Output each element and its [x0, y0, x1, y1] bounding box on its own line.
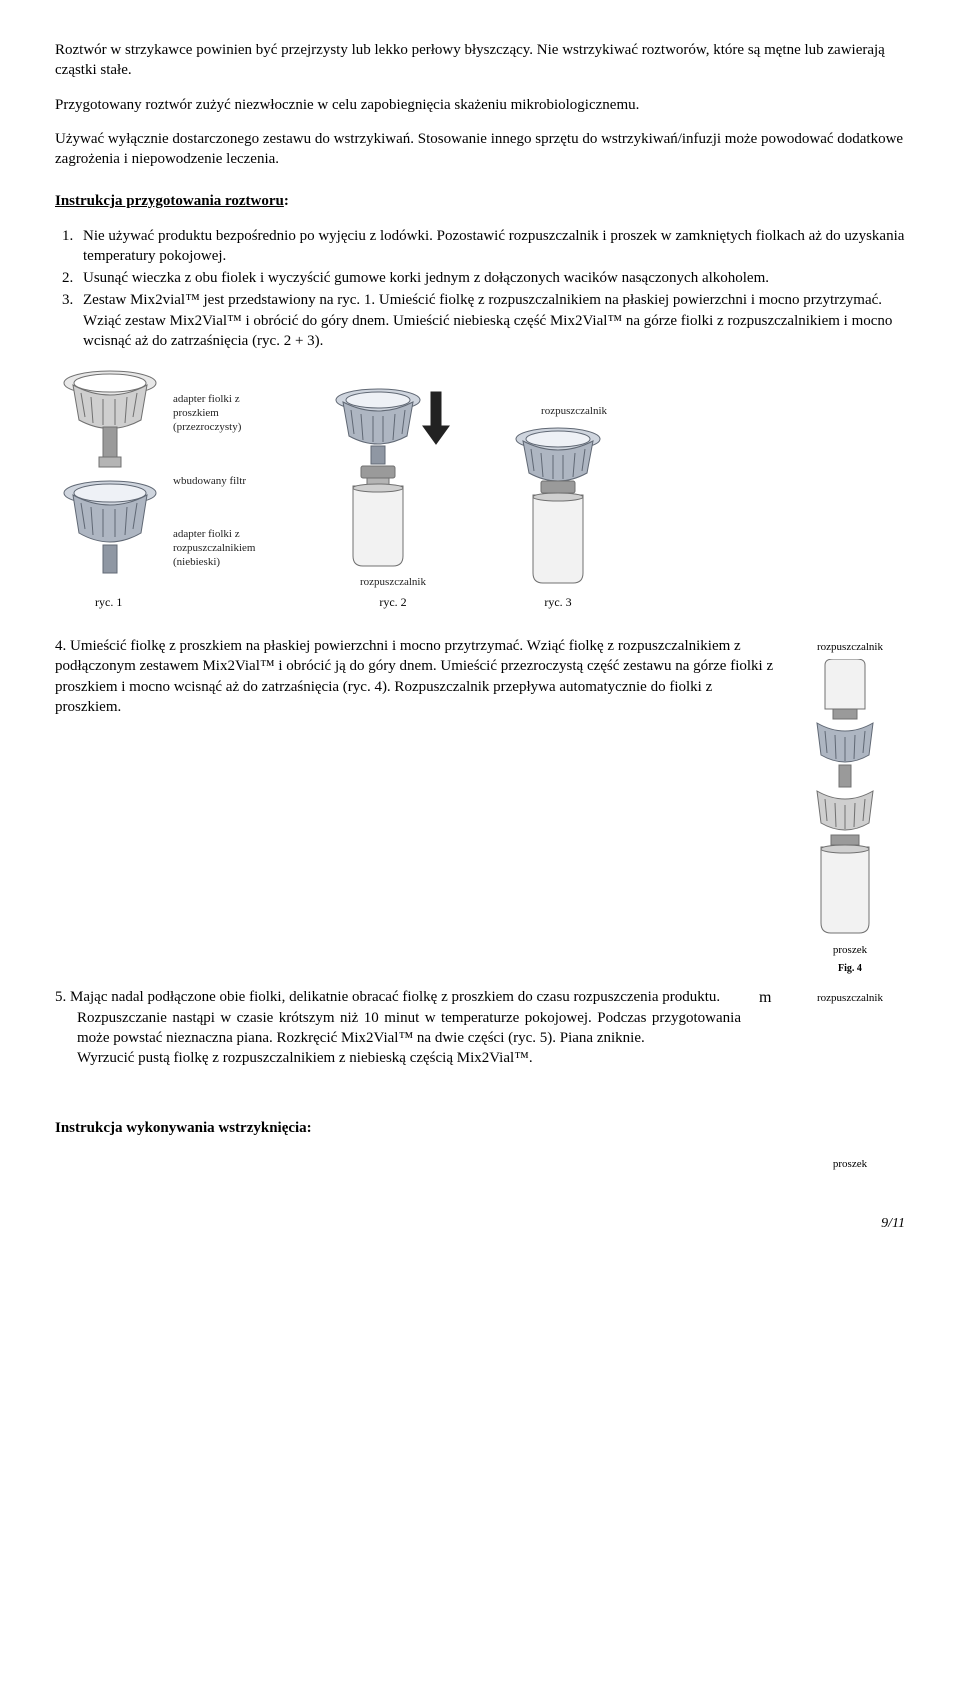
fig2-label: rozpuszczalnik	[360, 576, 426, 590]
step-4-text: 4. Umieścić fiolkę z proszkiem na płaski…	[55, 636, 777, 731]
step-5-side: rozpuszczalnik	[795, 987, 905, 1010]
page-number: 9/11	[55, 1215, 905, 1234]
bottom-right-block: proszek	[795, 1153, 905, 1176]
prep-list: Nie używać produktu bezpośrednio po wyję…	[55, 226, 905, 352]
figures-row-1to3: adapter fiolki z proszkiem (przezroczyst…	[55, 365, 905, 610]
figure-2-svg	[323, 384, 463, 574]
fig3-label: rozpuszczalnik	[541, 405, 607, 419]
figure-3-svg	[503, 425, 613, 590]
prep-heading-text: Instrukcja przygotowania roztworu	[55, 193, 284, 209]
prep-li-2: Usunąć wieczka z obu fiolek i wyczyścić …	[77, 268, 905, 288]
step5-lead: 5. Mając nadal podłączone obie fiolki, d…	[55, 987, 741, 1007]
prep-li-1: Nie używać produktu bezpośrednio po wyję…	[77, 226, 905, 267]
prep-heading-colon: :	[284, 193, 289, 209]
prep-li-3: Zestaw Mix2vial™ jest przedstawiony na r…	[77, 290, 905, 351]
step-5-text: 5. Mając nadal podłączone obie fiolki, d…	[55, 987, 741, 1068]
fig1-label-top: adapter fiolki z proszkiem (przezroczyst…	[173, 393, 283, 434]
step5-m: m	[759, 987, 777, 1009]
injection-heading: Instrukcja wykonywania wstrzyknięcia:	[55, 1118, 905, 1138]
figure-3: rozpuszczalnik ryc.	[503, 405, 613, 610]
intro-p3: Używać wyłącznie dostarczonego zestawu d…	[55, 129, 905, 170]
figure-1-labels: adapter fiolki z proszkiem (przezroczyst…	[173, 393, 283, 569]
fig1-label-mid: wbudowany filtr	[173, 475, 283, 489]
step-4-row: 4. Umieścić fiolkę z proszkiem na płaski…	[55, 636, 905, 979]
step-5-row: 5. Mając nadal podłączone obie fiolki, d…	[55, 987, 905, 1068]
fig4-label-bot: proszek	[795, 943, 905, 958]
fig3-caption: ryc. 3	[544, 594, 571, 610]
figure-2: rozpuszczalnik ryc. 2	[323, 384, 463, 610]
bottom-label: proszek	[795, 1157, 905, 1172]
figure-1-svg	[55, 365, 165, 590]
fig1-caption: ryc. 1	[95, 594, 122, 610]
intro-p1: Roztwór w strzykawce powinien być przejr…	[55, 40, 905, 81]
figure-4-col: rozpuszczalnik	[795, 636, 905, 979]
prep-heading: Instrukcja przygotowania roztworu:	[55, 191, 905, 211]
figure-1: adapter fiolki z proszkiem (przezroczyst…	[55, 365, 283, 610]
fig2-caption: ryc. 2	[379, 594, 406, 610]
step5-body: Rozpuszczanie nastąpi w czasie krótszym …	[77, 1008, 741, 1049]
figure-4-svg	[795, 659, 905, 939]
intro-p2: Przygotowany roztwór zużyć niezwłocznie …	[55, 95, 905, 115]
step5-side-label: rozpuszczalnik	[795, 991, 905, 1006]
fig4-caption: Fig. 4	[795, 962, 905, 976]
fig1-label-bot: adapter fiolki z rozpuszczalnikiem (nieb…	[173, 528, 283, 569]
step5-tail: Wyrzucić pustą fiolkę z rozpuszczalnikie…	[77, 1048, 741, 1068]
step-4-para: 4. Umieścić fiolkę z proszkiem na płaski…	[55, 636, 777, 717]
fig4-label-top: rozpuszczalnik	[795, 640, 905, 655]
